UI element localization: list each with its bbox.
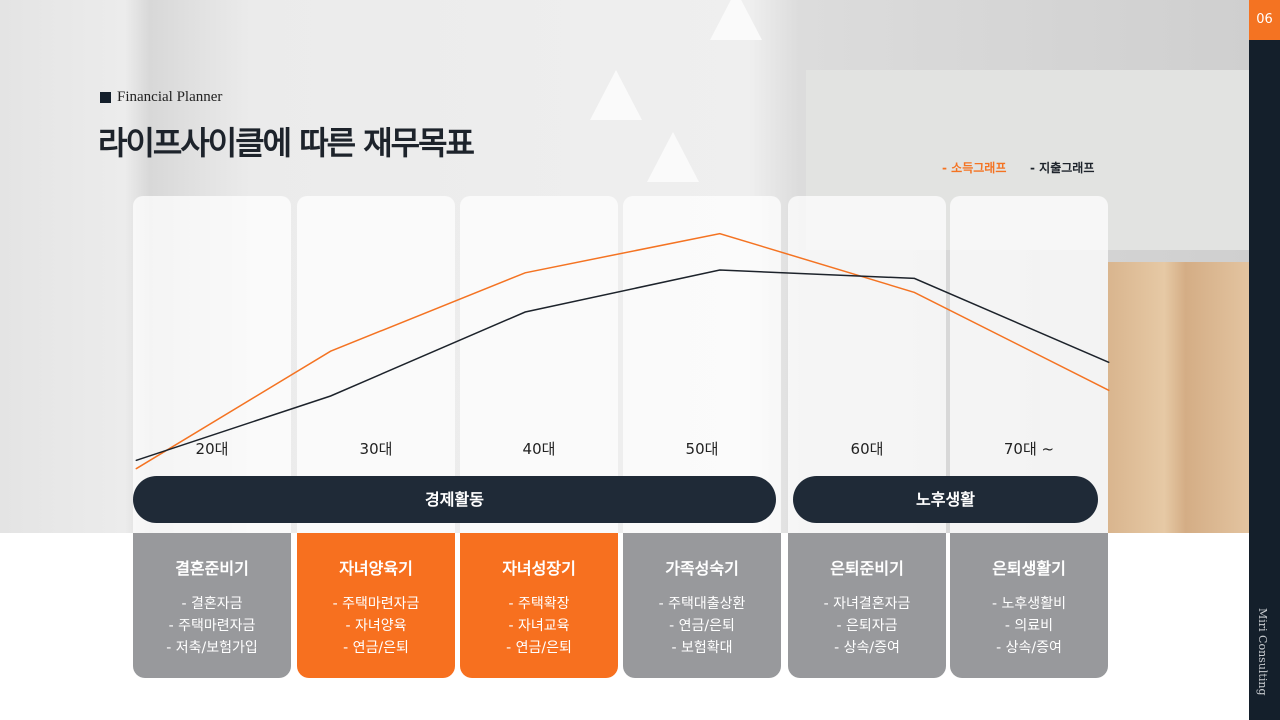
- stage-item: - 의료비: [1004, 618, 1054, 634]
- brand-label: Miri Consulting: [1256, 608, 1269, 696]
- income-point: [135, 468, 137, 470]
- stage-card: 가족성숙기 - 주택대출상환 - 연금/은퇴 - 보험확대: [623, 533, 781, 678]
- stage-title: 은퇴생활기: [992, 559, 1066, 578]
- background-cabinet: [1108, 262, 1249, 533]
- age-label: 70대 ~: [1003, 440, 1055, 458]
- income-line: [135, 232, 1110, 470]
- stage-title: 가족성숙기: [665, 559, 739, 578]
- stage-title: 자녀성장기: [502, 559, 576, 578]
- stage-item: - 은퇴자금: [836, 618, 898, 634]
- income-point: [913, 291, 915, 293]
- expense-line: [135, 269, 1110, 462]
- phase-economic-activity: 경제활동: [133, 476, 776, 523]
- right-sidebar: [1249, 0, 1280, 720]
- legend-income: - 소득그래프: [942, 161, 1007, 175]
- stage-item: - 주택마련자금: [332, 596, 420, 612]
- phase-retirement: 노후생활: [793, 476, 1098, 523]
- stage-item: - 연금/은퇴: [669, 618, 735, 634]
- income-point: [330, 350, 332, 352]
- stage-card: 은퇴생활기 - 노후생활비 - 의료비 - 상속/증여: [950, 533, 1108, 678]
- stage-item: - 보험확대: [671, 640, 733, 656]
- income-point: [524, 272, 526, 274]
- lamp-decoration: [590, 70, 642, 120]
- square-bullet-icon: [100, 92, 111, 103]
- stage-item: - 결혼자금: [181, 596, 243, 612]
- page-number: 06: [1249, 0, 1280, 40]
- legend-expense: - 지출그래프: [1030, 161, 1095, 175]
- stage-card: 자녀양육기 - 주택마련자금 - 자녀양육 - 연금/은퇴: [297, 533, 455, 678]
- age-label: 30대: [359, 440, 393, 458]
- stage-item: - 자녀교육: [508, 618, 570, 634]
- expense-point: [719, 269, 721, 271]
- stage-title: 은퇴준비기: [830, 559, 904, 578]
- age-label: 50대: [685, 440, 719, 458]
- stage-card: 결혼준비기 - 결혼자금 - 주택마련자금 - 저축/보험가입: [133, 533, 291, 678]
- stage-item: - 노후생활비: [992, 596, 1066, 612]
- age-label: 60대: [850, 440, 884, 458]
- subtitle-text: Financial Planner: [117, 89, 223, 105]
- expense-point: [330, 395, 332, 397]
- income-point: [719, 233, 721, 235]
- stage-item: - 주택마련자금: [168, 618, 256, 634]
- stage-item: - 저축/보험가입: [166, 640, 258, 656]
- lamp-decoration: [647, 132, 699, 182]
- age-label: 20대: [195, 440, 229, 458]
- expense-point: [1108, 361, 1110, 363]
- stage-title: 자녀양육기: [339, 559, 413, 578]
- stage-item: - 자녀결혼자금: [823, 596, 911, 612]
- stage-item: - 주택대출상환: [658, 596, 746, 612]
- stage-title: 결혼준비기: [175, 559, 249, 578]
- lamp-decoration: [710, 0, 762, 40]
- stage-card: 자녀성장기 - 주택확장 - 자녀교육 - 연금/은퇴: [460, 533, 618, 678]
- stage-item: - 상속/증여: [834, 640, 900, 656]
- expense-point: [913, 277, 915, 279]
- stage-item: - 연금/은퇴: [506, 640, 572, 656]
- stage-item: - 자녀양육: [345, 618, 407, 634]
- line-chart: [135, 232, 1110, 470]
- income-point: [1108, 389, 1110, 391]
- expense-point: [524, 311, 526, 313]
- age-label: 40대: [522, 440, 556, 458]
- stage-card: 은퇴준비기 - 자녀결혼자금 - 은퇴자금 - 상속/증여: [788, 533, 946, 678]
- page-title: 라이프사이클에 따른 재무목표: [98, 124, 475, 162]
- stage-item: - 상속/증여: [996, 640, 1062, 656]
- expense-point: [135, 459, 137, 461]
- subtitle: Financial Planner: [100, 89, 222, 106]
- stage-item: - 주택확장: [508, 596, 570, 612]
- stage-item: - 연금/은퇴: [343, 640, 409, 656]
